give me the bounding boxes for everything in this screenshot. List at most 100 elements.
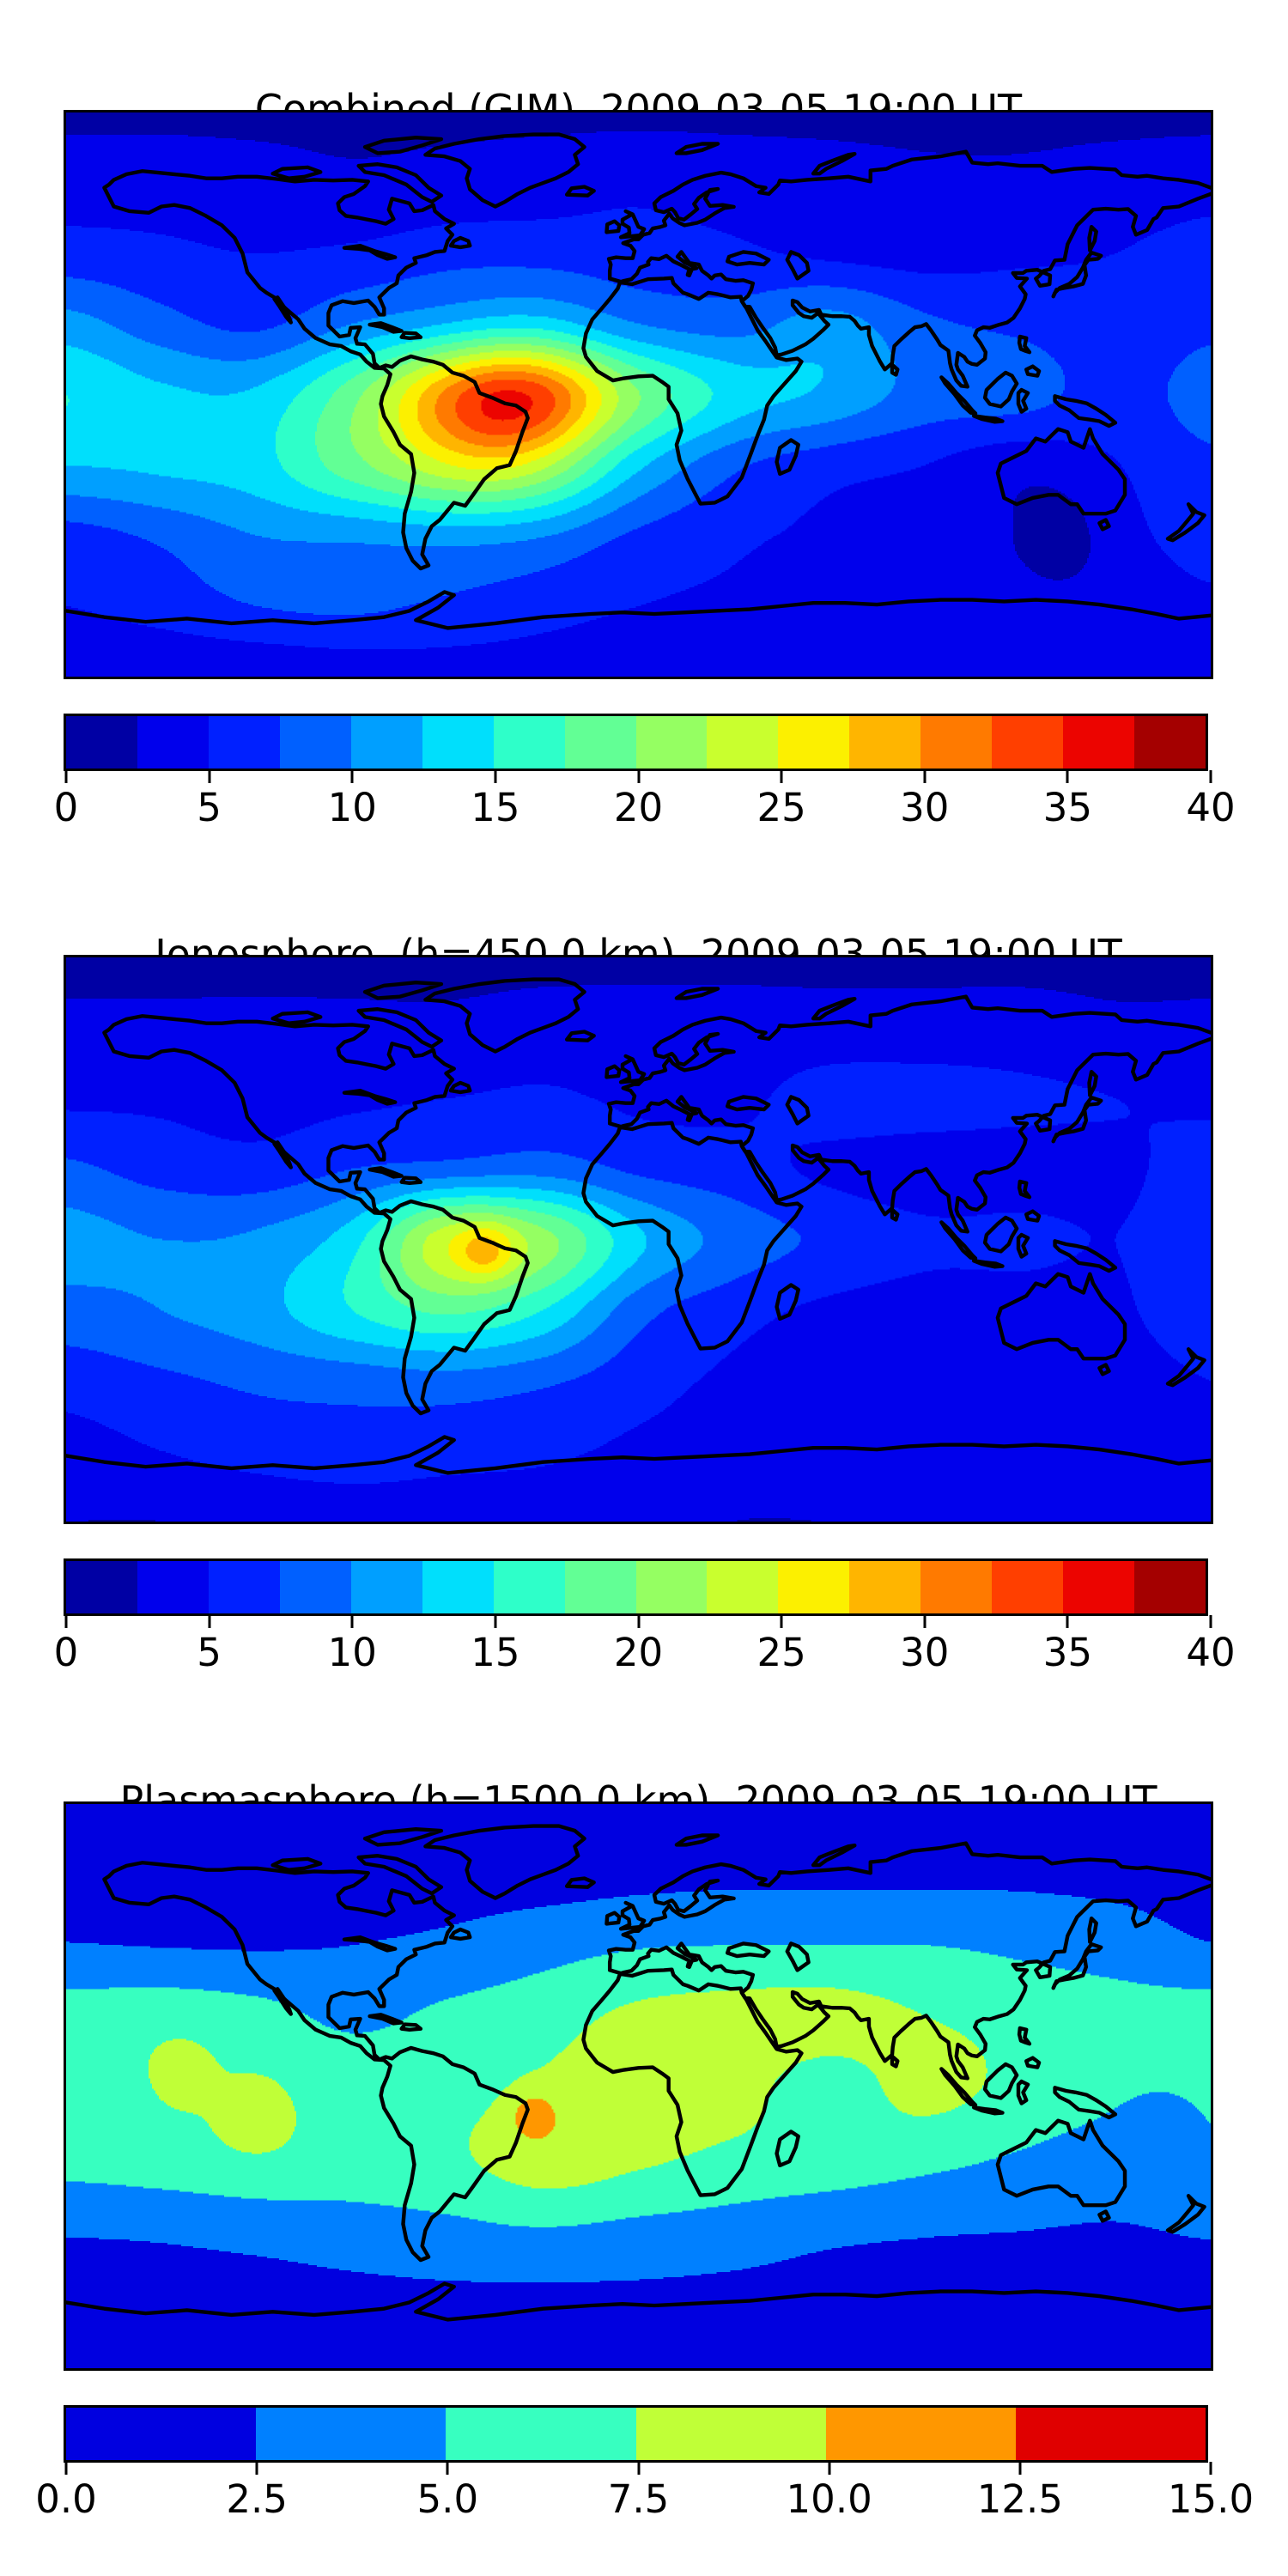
colorbar-tick <box>64 770 68 783</box>
colorbar-tick-label: 15 <box>471 785 520 830</box>
colorbar-segment <box>564 1561 636 1613</box>
colorbar-segment <box>66 716 137 769</box>
colorbar-tick <box>208 1615 211 1628</box>
colorbar-tick-label: 40 <box>1186 1630 1236 1675</box>
colorbar-labels-plasmasphere: 0.0 2.5 5.0 7.5 10.0 12.5 15.0 <box>35 2476 1254 2522</box>
colorbar-tick <box>828 2462 831 2475</box>
colorbar-tick-label: 20 <box>613 1630 664 1675</box>
colorbar-segment <box>635 1561 708 1613</box>
colorbar-segment <box>1063 1561 1135 1613</box>
colorbar-segment <box>778 716 850 769</box>
colorbar-tick <box>923 770 927 783</box>
colorbar-tick <box>1209 770 1212 783</box>
colorbar-segment <box>208 716 280 769</box>
colorbar-segment <box>707 716 779 769</box>
colorbar-segment <box>1063 716 1135 769</box>
colorbar-segment <box>1134 1561 1206 1613</box>
colorbar-segment <box>279 716 351 769</box>
colorbar-segment <box>137 716 209 769</box>
colorbar-tick <box>1066 1615 1069 1628</box>
colorbar-segment <box>849 716 921 769</box>
colorbar-tick <box>1209 1615 1212 1628</box>
map-plasmasphere <box>64 1801 1213 2371</box>
colorbar-labels-combined: 0 5 10 15 20 25 30 35 40 <box>54 785 1236 830</box>
colorbar-tick-label: 30 <box>900 1630 950 1675</box>
colorbar-tick <box>208 770 211 783</box>
colorbar-segment <box>920 1561 993 1613</box>
world-coastlines-icon <box>66 1824 1211 2322</box>
colorbar-segment <box>707 1561 779 1613</box>
world-coastlines-icon <box>66 132 1211 630</box>
colorbar-segment <box>279 1561 351 1613</box>
colorbar-tick <box>446 2462 449 2475</box>
colorbar-segment <box>992 1561 1064 1613</box>
colorbar-tick-label: 0 <box>53 1630 79 1675</box>
colorbar-ticks-ionosphere <box>64 1615 1212 1628</box>
colorbar-tick <box>64 1615 68 1628</box>
colorbar-tick <box>923 1615 927 1628</box>
colorbar-tick-label: 40 <box>1186 785 1236 830</box>
colorbar-tick-label: 5 <box>197 785 222 830</box>
colorbar-segment <box>849 1561 921 1613</box>
map-ionosphere <box>64 955 1213 1524</box>
colorbar-tick-label: 10 <box>327 1630 377 1675</box>
world-coastlines-icon <box>66 977 1211 1475</box>
colorbar-tick <box>1209 2462 1212 2475</box>
colorbar-tick <box>255 2462 258 2475</box>
colorbar-tick-label: 7.5 <box>607 2476 670 2522</box>
colorbar-segment <box>493 716 565 769</box>
colorbar-segment <box>493 1561 565 1613</box>
map-combined <box>64 110 1213 679</box>
colorbar-ticks-combined <box>64 770 1212 783</box>
colorbar-tick <box>637 1615 640 1628</box>
coastline-path <box>66 132 1211 630</box>
colorbar-segment <box>1134 716 1206 769</box>
colorbar-segment <box>208 1561 280 1613</box>
colorbar-tick-label: 25 <box>756 1630 806 1675</box>
colorbar-segment <box>350 1561 422 1613</box>
colorbar-segment <box>635 716 708 769</box>
colorbar-segment <box>778 1561 850 1613</box>
colorbar-plasmasphere <box>64 2405 1208 2463</box>
colorbar-segment <box>422 1561 494 1613</box>
colorbar-segment <box>920 716 993 769</box>
colorbar-tick-label: 0.0 <box>35 2476 97 2522</box>
colorbar-tick <box>350 770 354 783</box>
colorbar-tick-label: 5.0 <box>416 2476 479 2522</box>
colorbar-combined <box>64 714 1208 771</box>
colorbar-tick-label: 25 <box>756 785 806 830</box>
colorbar-tick-label: 20 <box>613 785 664 830</box>
colorbar-tick-label: 5 <box>197 1630 222 1675</box>
colorbar-tick-label: 2.5 <box>226 2476 288 2522</box>
coastline-path <box>66 977 1211 1475</box>
colorbar-tick-label: 0 <box>53 785 79 830</box>
colorbar-tick-label: 10.0 <box>786 2476 872 2522</box>
colorbar-ticks-plasmasphere <box>64 2462 1212 2475</box>
colorbar-tick <box>350 1615 354 1628</box>
colorbar-labels-ionosphere: 0 5 10 15 20 25 30 35 40 <box>54 1630 1236 1675</box>
colorbar-segment <box>66 1561 137 1613</box>
colorbar-segment <box>422 716 494 769</box>
colorbar-segment <box>635 2408 826 2460</box>
colorbar-tick <box>1066 770 1069 783</box>
colorbar-tick-label: 35 <box>1042 1630 1093 1675</box>
colorbar-segment <box>256 2408 447 2460</box>
colorbar-segment <box>446 2408 636 2460</box>
colorbar-tick <box>1018 2462 1022 2475</box>
colorbar-tick-label: 15 <box>471 1630 520 1675</box>
colorbar-segment <box>1015 2408 1206 2460</box>
colorbar-tick <box>637 770 640 783</box>
colorbar-segment <box>992 716 1064 769</box>
colorbar-segment <box>825 2408 1016 2460</box>
colorbar-tick-label: 15.0 <box>1167 2476 1255 2522</box>
colorbar-tick-label: 35 <box>1042 785 1093 830</box>
colorbar-segment <box>564 716 636 769</box>
colorbar-tick <box>494 1615 497 1628</box>
colorbar-tick <box>780 1615 783 1628</box>
colorbar-tick-label: 12.5 <box>976 2476 1063 2522</box>
coastline-path <box>66 1824 1211 2322</box>
colorbar-ionosphere <box>64 1558 1208 1616</box>
colorbar-tick <box>780 770 783 783</box>
colorbar-tick-label: 30 <box>900 785 950 830</box>
